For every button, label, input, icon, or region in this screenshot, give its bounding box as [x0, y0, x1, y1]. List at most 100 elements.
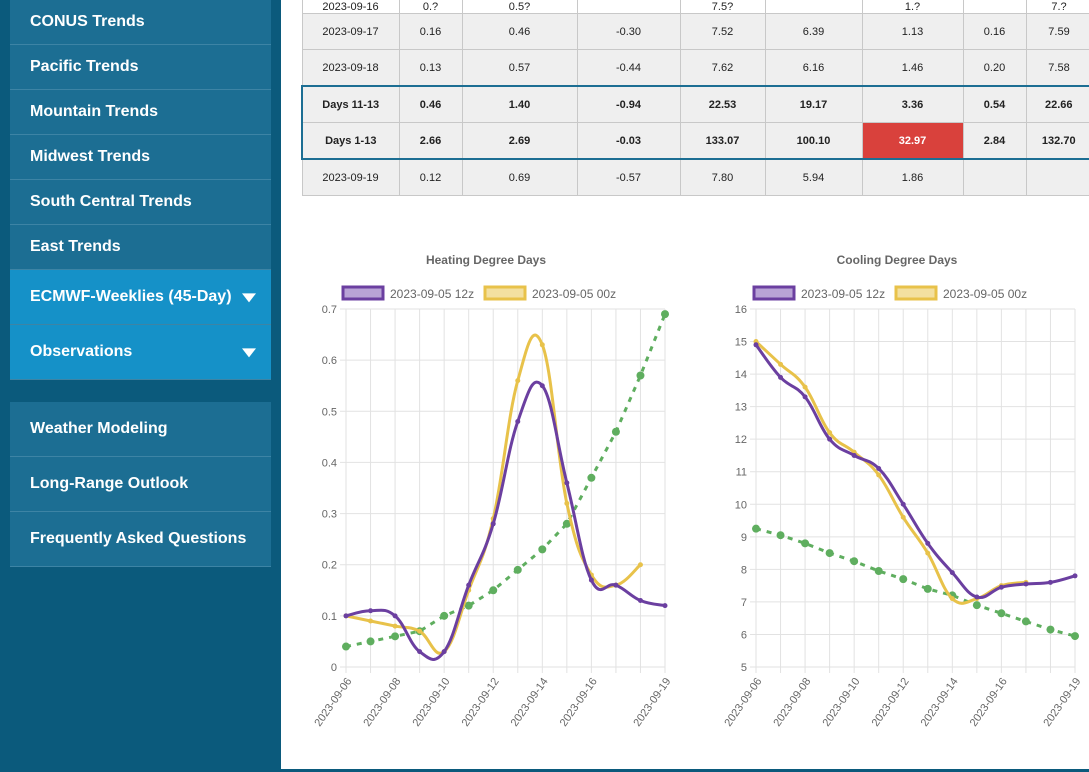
- chart-title: Heating Degree Days: [426, 253, 546, 267]
- trend-point: [342, 642, 350, 651]
- sidebar-item-south-central-trends[interactable]: South Central Trends: [10, 180, 271, 225]
- sidebar-item-ecmwf-weeklies-45-day[interactable]: ECMWF-Weeklies (45-Day): [10, 270, 271, 325]
- sidebar-item-long-range-outlook[interactable]: Long-Range Outlook: [10, 457, 271, 512]
- caret-down-icon[interactable]: [242, 293, 256, 303]
- table-cell: [962, 0, 1027, 14]
- table-cell: 2.66: [398, 122, 463, 160]
- table-cell: -0.30: [576, 13, 681, 50]
- sidebar-nav: CONUS Trends Pacific Trends Mountain Trend…: [0, 0, 281, 772]
- sidebar-item-conus-trends[interactable]: CONUS Trends: [10, 0, 271, 45]
- series-point: [637, 562, 643, 568]
- table-cell: 7.80: [679, 158, 766, 196]
- table-cell: -0.03: [576, 122, 681, 160]
- series-point: [876, 465, 882, 471]
- trend-point: [513, 565, 522, 574]
- x-tick-label: 2023-09-06: [722, 676, 764, 729]
- sidebar-item-midwest-trends[interactable]: Midwest Trends: [10, 135, 271, 180]
- series-point: [417, 628, 423, 634]
- table-cell: Days 11-13: [301, 85, 400, 123]
- footer-divider: [281, 769, 1089, 772]
- sidebar-item-label: East Trends: [30, 238, 121, 255]
- table-cell: -0.57: [576, 158, 681, 196]
- x-tick-label: 2023-09-19: [631, 676, 673, 729]
- table-cell: 0.20: [962, 49, 1027, 87]
- series-point: [851, 452, 857, 458]
- legend-label: 2023-09-05 12z: [390, 287, 474, 301]
- series-point: [466, 582, 472, 588]
- trend-point: [611, 427, 620, 436]
- table-cell: [962, 158, 1027, 196]
- x-tick-label: 2023-09-19: [1041, 676, 1083, 729]
- series-point: [802, 384, 808, 390]
- table-cell: -0.94: [576, 85, 681, 123]
- series-point: [637, 598, 643, 604]
- series-point: [827, 430, 833, 436]
- y-tick-label: 0.4: [322, 457, 337, 469]
- degree-days-table: 2023-09-16 0.? 0.5? 7.5? 1.? 7.? 2023-09-17 0.1…: [301, 0, 1089, 196]
- y-tick-label: 16: [735, 304, 747, 316]
- table-cell: 2023-09-17: [301, 13, 400, 50]
- series-point: [613, 582, 619, 588]
- heating-degree-days-chart: Heating Degree Days 2023-09-05 12z 2023-09…: [312, 253, 673, 729]
- sidebar-item-observations[interactable]: Observations: [10, 325, 271, 380]
- y-tick-label: 0.7: [322, 304, 337, 316]
- legend-label: 2023-09-05 00z: [943, 287, 1027, 301]
- series-point: [900, 514, 906, 520]
- series-point: [1047, 579, 1053, 585]
- y-tick-label: 0.1: [322, 611, 337, 623]
- legend-swatch: [483, 285, 527, 301]
- trend-point: [440, 611, 449, 620]
- table-cell: 7.59: [1025, 13, 1089, 50]
- table-cell: 1.40: [461, 85, 578, 123]
- table-cell: 133.07: [679, 122, 766, 160]
- series-point: [368, 618, 374, 624]
- trends-nav-group: CONUS Trends Pacific Trends Mountain Trend…: [10, 0, 271, 380]
- x-tick-label: 2023-09-08: [361, 676, 403, 729]
- trend-point: [752, 524, 760, 533]
- sidebar-item-mountain-trends[interactable]: Mountain Trends: [10, 90, 271, 135]
- table-cell: 22.53: [679, 85, 766, 123]
- series-point: [802, 394, 808, 400]
- sidebar-item-pacific-trends[interactable]: Pacific Trends: [10, 45, 271, 90]
- table-cell: -0.44: [576, 49, 681, 87]
- y-tick-label: 0: [331, 662, 337, 674]
- sidebar-item-frequently-asked-questions[interactable]: Frequently Asked Questions: [10, 512, 271, 567]
- series-point: [392, 623, 398, 629]
- series-point: [441, 649, 447, 655]
- table-cell: 1.86: [861, 158, 964, 196]
- sidebar-item-east-trends[interactable]: East Trends: [10, 225, 271, 270]
- table-cell: 2023-09-16: [301, 0, 400, 14]
- series-point: [949, 596, 955, 602]
- table-cell: 1.46: [861, 49, 964, 87]
- table-cell: 0.12: [398, 158, 463, 196]
- table-cell: 0.5?: [461, 0, 578, 14]
- y-tick-label: 8: [741, 564, 747, 576]
- caret-down-icon[interactable]: [242, 348, 256, 358]
- table-cell: 7.5?: [679, 0, 766, 14]
- table-cell: 7.?: [1025, 0, 1089, 14]
- series-point: [588, 577, 594, 583]
- table-cell: Days 1-13: [301, 122, 400, 160]
- table-cell: 0.57: [461, 49, 578, 87]
- sidebar-item-label: CONUS Trends: [30, 13, 145, 30]
- y-tick-label: 0.3: [322, 509, 337, 521]
- x-tick-label: 2023-09-12: [460, 676, 502, 729]
- chart-title: Cooling Degree Days: [837, 253, 958, 267]
- series-point: [662, 603, 668, 609]
- x-tick-label: 2023-09-10: [820, 676, 862, 729]
- series-point: [753, 342, 759, 348]
- sidebar-item-weather-modeling[interactable]: Weather Modeling: [10, 402, 271, 457]
- trend-line: [345, 313, 667, 649]
- x-tick-label: 2023-09-16: [968, 676, 1010, 729]
- trend-line: [755, 527, 1076, 638]
- trend-point: [776, 531, 785, 540]
- table-cell: 0.16: [398, 13, 463, 50]
- table-row: 2023-09-17 0.16 0.46 -0.30 7.52 6.39 1.13 0.16 7…: [301, 13, 1089, 50]
- y-tick-label: 15: [735, 337, 747, 349]
- table-cell: 132.70: [1025, 122, 1089, 160]
- sidebar-item-label: Mountain Trends: [30, 103, 158, 120]
- table-cell: 2023-09-18: [301, 49, 400, 87]
- sidebar-item-label: Weather Modeling: [30, 420, 168, 437]
- table-cell: [576, 0, 681, 14]
- x-tick-label: 2023-09-12: [870, 676, 912, 729]
